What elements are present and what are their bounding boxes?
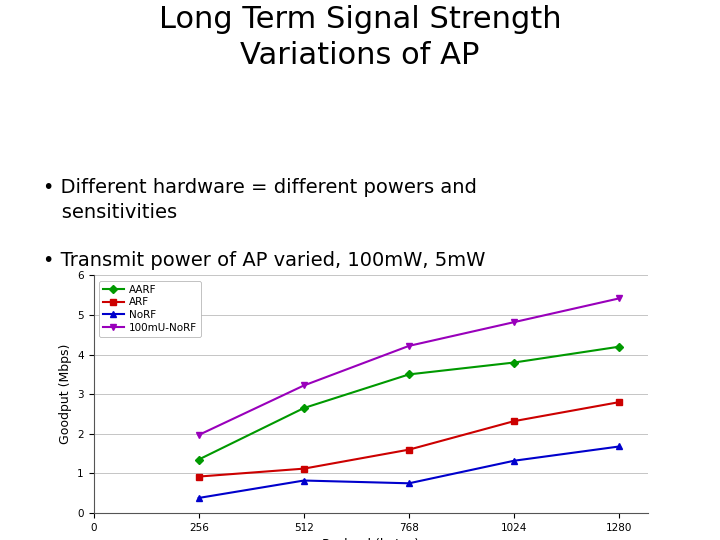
100mU-NoRF <box>194 432 203 438</box>
NoRF <box>405 480 413 487</box>
NoRF <box>615 443 624 450</box>
AARF <box>405 371 413 377</box>
ARF <box>300 465 308 472</box>
Y-axis label: Goodput (Mbps): Goodput (Mbps) <box>59 344 72 444</box>
100mU-NoRF <box>405 343 413 349</box>
ARF <box>615 399 624 406</box>
100mU-NoRF <box>510 319 518 326</box>
Text: • Transmit power of AP varied, 100mW, 5mW: • Transmit power of AP varied, 100mW, 5m… <box>43 251 485 270</box>
ARF <box>510 418 518 424</box>
NoRF <box>510 457 518 464</box>
Line: ARF: ARF <box>196 400 622 480</box>
100mU-NoRF <box>615 295 624 302</box>
AARF <box>510 359 518 366</box>
X-axis label: Payload (bytes): Payload (bytes) <box>323 538 419 540</box>
NoRF <box>300 477 308 484</box>
AARF <box>615 343 624 350</box>
Legend: AARF, ARF, NoRF, 100mU-NoRF: AARF, ARF, NoRF, 100mU-NoRF <box>99 281 202 337</box>
AARF <box>300 405 308 411</box>
NoRF <box>194 495 203 501</box>
Text: • Different hardware = different powers and
   sensitivities: • Different hardware = different powers … <box>43 178 477 222</box>
100mU-NoRF <box>300 382 308 389</box>
AARF <box>194 456 203 463</box>
ARF <box>194 474 203 480</box>
Text: Long Term Signal Strength
Variations of AP: Long Term Signal Strength Variations of … <box>158 5 562 70</box>
ARF <box>405 447 413 453</box>
Line: AARF: AARF <box>196 344 622 462</box>
Line: NoRF: NoRF <box>196 444 622 501</box>
Line: 100mU-NoRF: 100mU-NoRF <box>196 295 622 438</box>
